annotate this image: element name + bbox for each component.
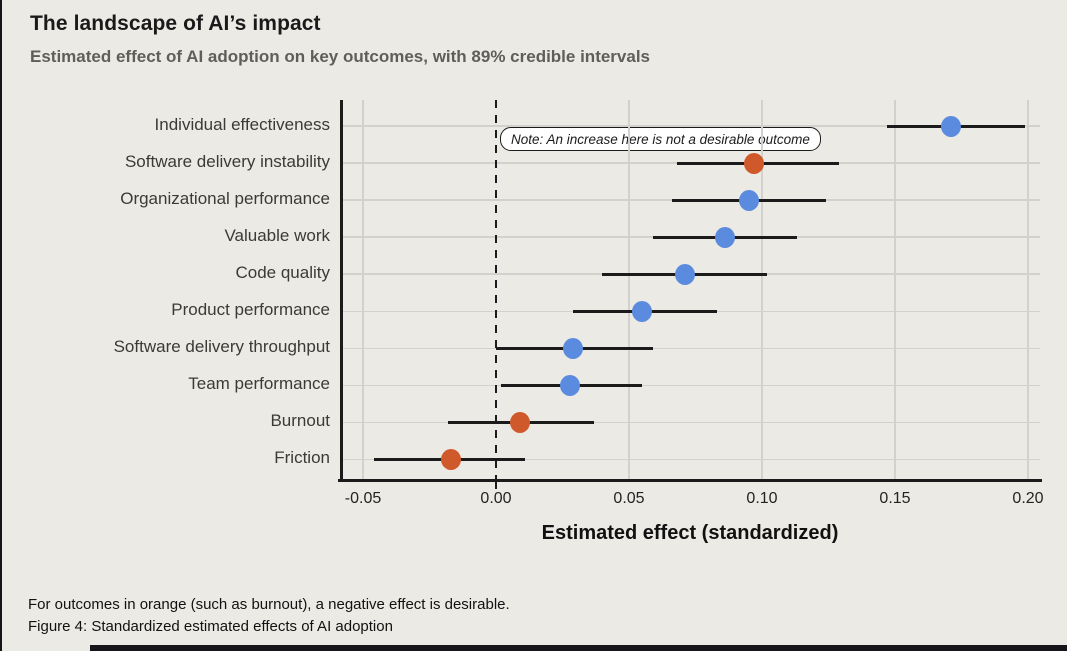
- note-annotation: Note: An increase here is not a desirabl…: [500, 127, 821, 151]
- y-axis-spine: [340, 100, 343, 481]
- category-label: Organizational performance: [120, 189, 330, 209]
- x-axis-title: Estimated effect (standardized): [541, 522, 839, 544]
- category-label: Code quality: [235, 263, 330, 283]
- data-point: [560, 374, 581, 396]
- data-point: [440, 448, 461, 470]
- x-tick-label: -0.05: [344, 490, 382, 507]
- data-point: [674, 263, 695, 285]
- category-label: Software delivery instability: [124, 152, 330, 172]
- chart-subtitle: Estimated effect of AI adoption on key o…: [30, 47, 651, 66]
- category-label: Individual effectiveness: [154, 115, 330, 134]
- category-label: Burnout: [270, 411, 330, 431]
- x-tick-label: 0.10: [746, 490, 778, 507]
- note-annotation-text: Note: An increase here is not a desirabl…: [511, 131, 810, 147]
- chart-header: The landscape of AI’s impact Estimated e…: [30, 12, 650, 67]
- category-label: Software delivery throughput: [113, 337, 330, 357]
- data-point: [563, 337, 584, 359]
- gridline-horizontal: [340, 421, 1040, 424]
- gridline-vertical: [628, 100, 630, 479]
- category-label: Friction: [274, 448, 330, 468]
- gridline-horizontal: [340, 347, 1040, 350]
- x-tick-label: 0.15: [879, 490, 911, 507]
- gridline-vertical: [1027, 100, 1029, 479]
- category-label: Product performance: [171, 300, 330, 320]
- gridline-vertical: [362, 100, 364, 479]
- category-label: Team performance: [188, 374, 330, 394]
- x-tick-label: 0.20: [1012, 490, 1044, 507]
- x-tick-label: 0.05: [613, 490, 645, 507]
- footer-orange-note: For outcomes in orange (such as burnout)…: [28, 596, 510, 613]
- x-tick-label: 0.00: [480, 490, 512, 507]
- figure-footer: For outcomes in orange (such as burnout)…: [28, 594, 510, 638]
- data-point: [940, 115, 961, 137]
- data-point: [738, 189, 759, 211]
- zero-reference-line: [495, 100, 497, 479]
- window-bottom-edge: [90, 645, 1067, 651]
- gridline-horizontal: [340, 125, 1040, 127]
- gridline-horizontal: [340, 458, 1040, 461]
- chart-title: The landscape of AI’s impact: [30, 12, 321, 35]
- gridline-horizontal: [340, 384, 1040, 387]
- window-left-edge: [0, 0, 2, 651]
- x-axis-spine: [338, 479, 1042, 482]
- figure-caption: Figure 4: Standardized estimated effects…: [28, 618, 393, 635]
- gridline-vertical: [894, 100, 896, 479]
- data-point: [632, 300, 653, 322]
- zero-tick-mark: [495, 481, 497, 489]
- data-point: [509, 411, 530, 433]
- data-point: [714, 226, 735, 248]
- data-point: [744, 152, 765, 174]
- gridline-vertical: [761, 100, 763, 479]
- category-label: Valuable work: [224, 226, 330, 246]
